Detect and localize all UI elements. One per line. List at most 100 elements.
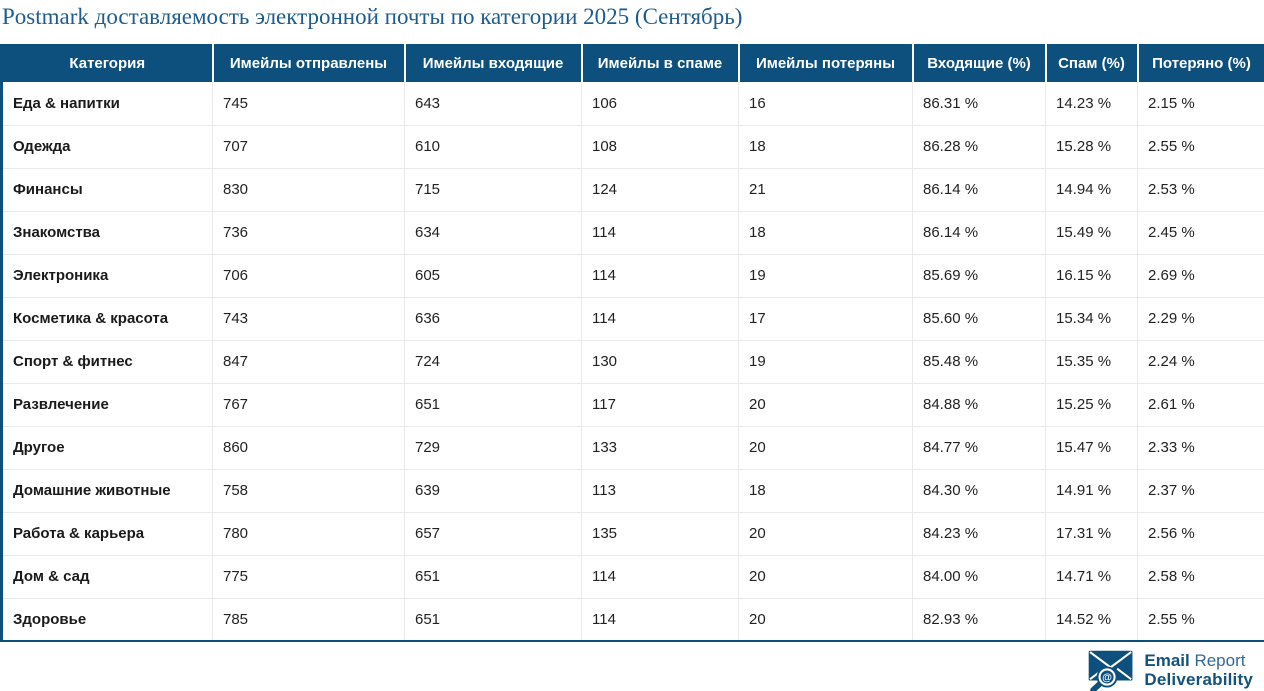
value-cell: 651 <box>405 598 582 641</box>
value-cell: 84.00 % <box>913 555 1046 598</box>
value-cell: 106 <box>582 82 739 125</box>
value-cell: 729 <box>405 426 582 469</box>
column-header-2: Имейлы входящие <box>405 44 582 82</box>
value-cell: 84.88 % <box>913 383 1046 426</box>
value-cell: 113 <box>582 469 739 512</box>
category-cell: Дом & сад <box>2 555 213 598</box>
value-cell: 86.31 % <box>913 82 1046 125</box>
value-cell: 114 <box>582 254 739 297</box>
value-cell: 2.33 % <box>1138 426 1264 469</box>
value-cell: 2.45 % <box>1138 211 1264 254</box>
value-cell: 86.14 % <box>913 211 1046 254</box>
value-cell: 114 <box>582 297 739 340</box>
value-cell: 715 <box>405 168 582 211</box>
category-cell: Еда & напитки <box>2 82 213 125</box>
value-cell: 20 <box>739 598 913 641</box>
value-cell: 85.60 % <box>913 297 1046 340</box>
value-cell: 860 <box>213 426 405 469</box>
value-cell: 2.55 % <box>1138 125 1264 168</box>
category-cell: Косметика & красота <box>2 297 213 340</box>
value-cell: 133 <box>582 426 739 469</box>
value-cell: 21 <box>739 168 913 211</box>
category-cell: Спорт & фитнес <box>2 340 213 383</box>
value-cell: 15.28 % <box>1046 125 1138 168</box>
value-cell: 2.53 % <box>1138 168 1264 211</box>
value-cell: 2.61 % <box>1138 383 1264 426</box>
value-cell: 830 <box>213 168 405 211</box>
value-cell: 743 <box>213 297 405 340</box>
value-cell: 17.31 % <box>1046 512 1138 555</box>
logo-text-deliverability: Deliverability <box>1144 670 1253 689</box>
category-cell: Знакомства <box>2 211 213 254</box>
value-cell: 16 <box>739 82 913 125</box>
value-cell: 18 <box>739 211 913 254</box>
column-header-7: Потеряно (%) <box>1138 44 1264 82</box>
column-header-3: Имейлы в спаме <box>582 44 739 82</box>
value-cell: 85.69 % <box>913 254 1046 297</box>
column-header-6: Спам (%) <box>1046 44 1138 82</box>
value-cell: 19 <box>739 254 913 297</box>
value-cell: 117 <box>582 383 739 426</box>
value-cell: 847 <box>213 340 405 383</box>
value-cell: 636 <box>405 297 582 340</box>
value-cell: 785 <box>213 598 405 641</box>
value-cell: 20 <box>739 383 913 426</box>
value-cell: 86.28 % <box>913 125 1046 168</box>
value-cell: 736 <box>213 211 405 254</box>
value-cell: 651 <box>405 383 582 426</box>
value-cell: 639 <box>405 469 582 512</box>
value-cell: 2.24 % <box>1138 340 1264 383</box>
value-cell: 610 <box>405 125 582 168</box>
value-cell: 2.29 % <box>1138 297 1264 340</box>
footer-logo-link[interactable]: @ Email Report Deliverability <box>1087 649 1253 691</box>
value-cell: 780 <box>213 512 405 555</box>
value-cell: 124 <box>582 168 739 211</box>
category-cell: Здоровье <box>2 598 213 641</box>
value-cell: 14.52 % <box>1046 598 1138 641</box>
page-title: Postmark доставляемость электронной почт… <box>0 0 1264 30</box>
value-cell: 767 <box>213 383 405 426</box>
value-cell: 84.23 % <box>913 512 1046 555</box>
value-cell: 651 <box>405 555 582 598</box>
value-cell: 2.58 % <box>1138 555 1264 598</box>
value-cell: 15.35 % <box>1046 340 1138 383</box>
column-header-4: Имейлы потеряны <box>739 44 913 82</box>
value-cell: 2.15 % <box>1138 82 1264 125</box>
value-cell: 14.71 % <box>1046 555 1138 598</box>
value-cell: 17 <box>739 297 913 340</box>
email-magnifier-icon: @ <box>1087 649 1135 691</box>
value-cell: 108 <box>582 125 739 168</box>
value-cell: 2.69 % <box>1138 254 1264 297</box>
value-cell: 14.94 % <box>1046 168 1138 211</box>
logo-text: Email Report Deliverability <box>1144 651 1253 689</box>
value-cell: 14.91 % <box>1046 469 1138 512</box>
category-cell: Другое <box>2 426 213 469</box>
logo-text-email: Email <box>1144 651 1189 670</box>
value-cell: 707 <box>213 125 405 168</box>
value-cell: 114 <box>582 555 739 598</box>
at-symbol: @ <box>1103 673 1113 684</box>
value-cell: 2.56 % <box>1138 512 1264 555</box>
value-cell: 775 <box>213 555 405 598</box>
category-cell: Финансы <box>2 168 213 211</box>
value-cell: 84.77 % <box>913 426 1046 469</box>
category-cell: Работа & карьера <box>2 512 213 555</box>
value-cell: 15.47 % <box>1046 426 1138 469</box>
value-cell: 15.34 % <box>1046 297 1138 340</box>
value-cell: 82.93 % <box>913 598 1046 641</box>
value-cell: 2.37 % <box>1138 469 1264 512</box>
value-cell: 745 <box>213 82 405 125</box>
category-cell: Развлечение <box>2 383 213 426</box>
value-cell: 84.30 % <box>913 469 1046 512</box>
